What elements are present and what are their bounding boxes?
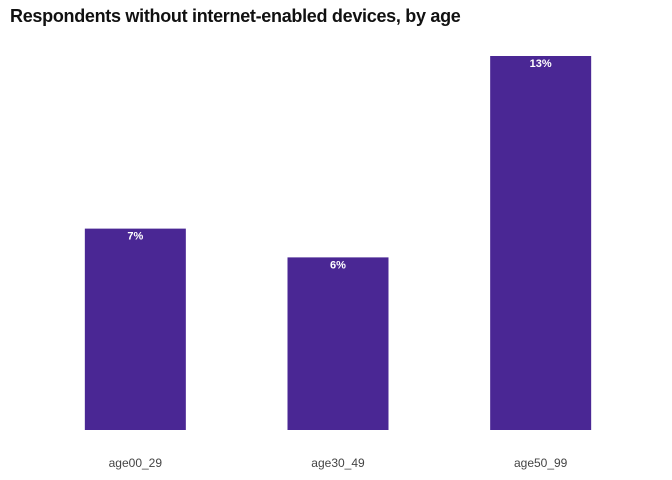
bar-age30_49 [287, 257, 389, 430]
tick-label-age30_49: age30_49 [311, 456, 365, 470]
bar-age50_99 [490, 56, 592, 430]
bars-group [84, 56, 592, 430]
value-label-age00_29: 7% [127, 231, 143, 243]
bar-age00_29 [84, 228, 186, 430]
value-label-age50_99: 13% [530, 58, 552, 70]
tick-label-age50_99: age50_99 [514, 456, 568, 470]
chart-title: Respondents without internet-enabled dev… [10, 6, 461, 26]
tick-label-age00_29: age00_29 [109, 456, 163, 470]
value-labels-group: 7% 6% 13% [127, 58, 552, 271]
value-label-age30_49: 6% [330, 259, 346, 271]
x-axis-ticks: age00_29 age30_49 age50_99 [109, 456, 568, 470]
